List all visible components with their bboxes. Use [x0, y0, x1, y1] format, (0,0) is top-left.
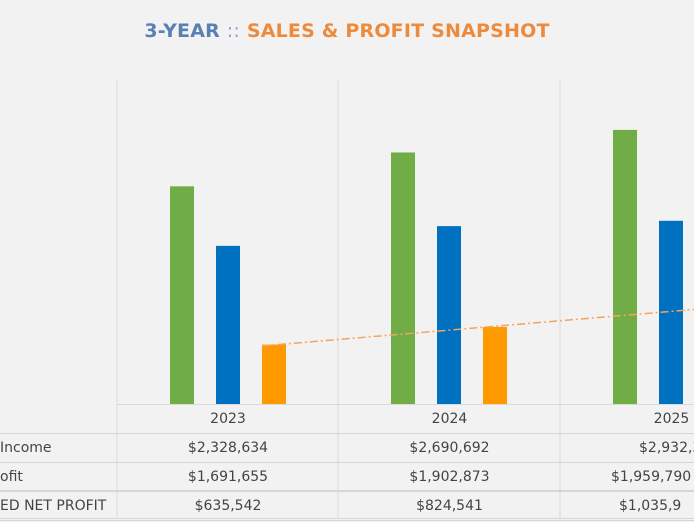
table-cell: $635,542 [194, 498, 262, 514]
bar-2023-series0 [170, 186, 194, 404]
bar-2024-series2 [483, 326, 507, 404]
table-cell: $824,541 [416, 498, 483, 514]
title-part1: 3-YEAR [144, 20, 220, 42]
table-cell: $1,691,655 [187, 469, 269, 485]
title-part2: SALES & PROFIT SNAPSHOT [246, 20, 550, 42]
bar-2024-series0 [391, 152, 415, 404]
table-header-row: 2023 2024 2025 [0, 405, 694, 434]
header-2025: 2025 [653, 411, 690, 427]
table-cell: $2,932,3 [639, 440, 694, 456]
table-row: ofit $1,691,655 $1,902,873 $1,959,790 [0, 463, 694, 492]
table-row: Income $2,328,634 $2,690,692 $2,932,3 [0, 434, 694, 463]
title-separator: :: [226, 20, 240, 42]
bar-2025-series0 [613, 129, 637, 404]
table-row: ED NET PROFIT $635,542 $824,541 $1,035,9 [0, 492, 694, 521]
table-cell: $1,902,873 [409, 469, 490, 485]
table-cell: $2,328,634 [187, 440, 269, 456]
header-2023: 2023 [210, 411, 246, 427]
row-label: ofit [0, 469, 23, 485]
bar-2023-series1 [216, 245, 240, 404]
table-cell: $2,690,692 [409, 440, 490, 456]
row-label: ED NET PROFIT [0, 498, 107, 514]
chart-title: 3-YEAR :: SALES & PROFIT SNAPSHOT [0, 20, 694, 42]
table-cell: $1,035,9 [619, 498, 682, 514]
table-cell: $1,959,790 [611, 469, 692, 485]
row-label: Income [0, 440, 52, 456]
bar-2023-series2 [262, 344, 286, 404]
bar-2024-series1 [437, 226, 461, 404]
header-2024: 2024 [431, 411, 468, 427]
